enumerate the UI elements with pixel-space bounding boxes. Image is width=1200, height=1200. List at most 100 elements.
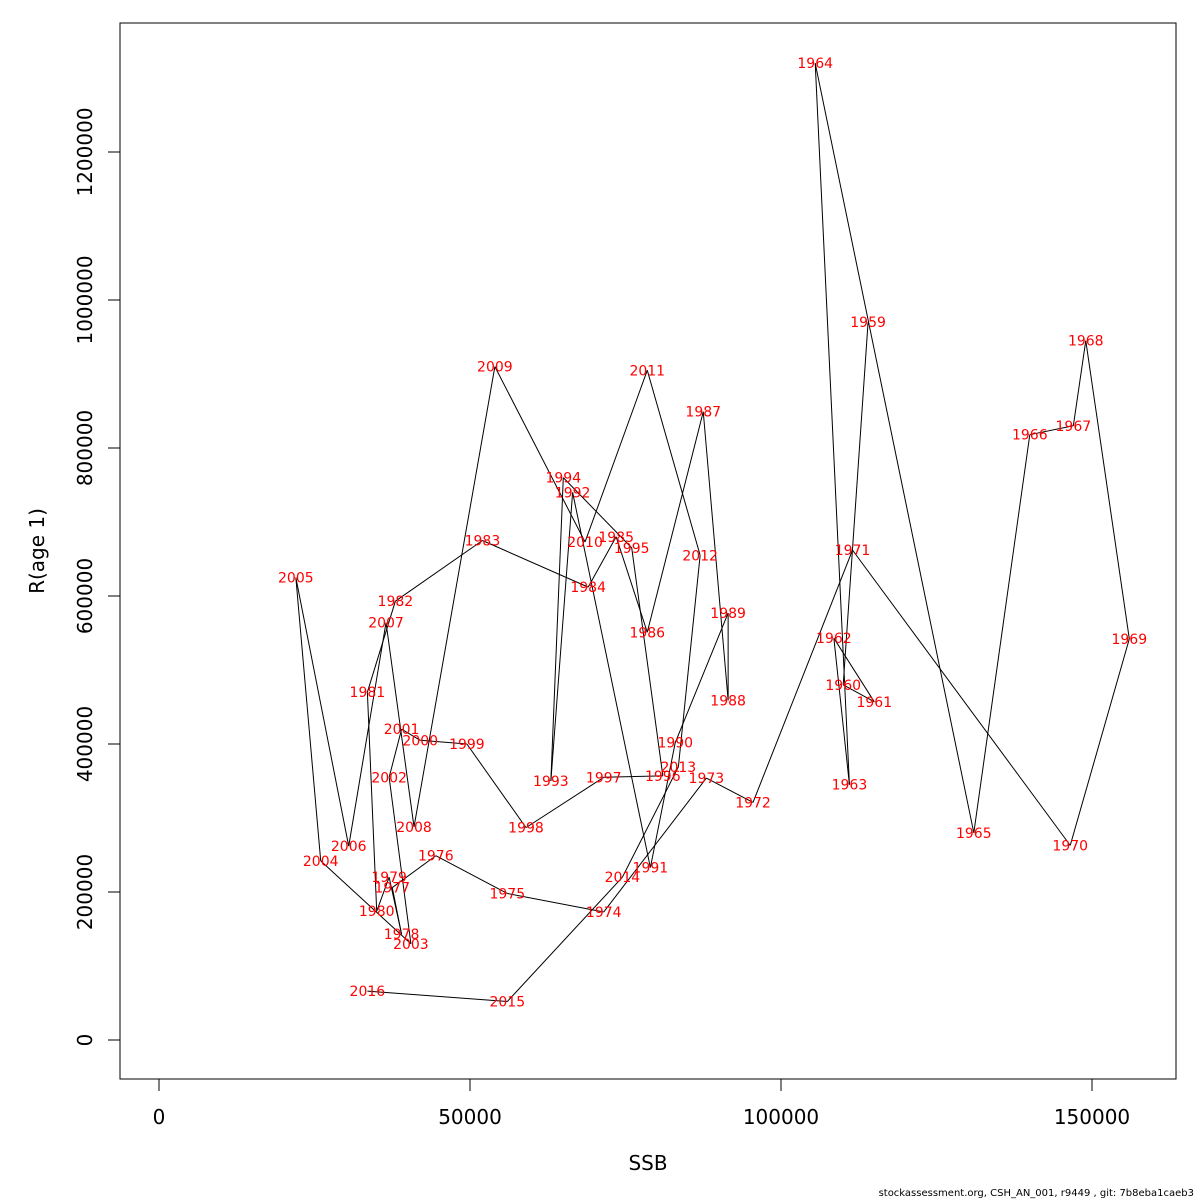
y-tick-label: 200000 [73, 854, 97, 930]
point-label-1964: 1964 [797, 56, 833, 72]
y-tick-label: 1200000 [73, 107, 97, 196]
segment-2014-2015 [506, 876, 623, 1002]
point-label-2009: 2009 [477, 360, 513, 376]
point-label-1988: 1988 [710, 693, 746, 709]
segment-2006-2007 [348, 622, 387, 847]
point-label-1962: 1962 [816, 631, 852, 647]
point-label-2004: 2004 [303, 854, 339, 870]
segment-1982-1983 [395, 540, 483, 602]
point-label-1987: 1987 [685, 405, 721, 421]
segment-1987-1988 [702, 411, 729, 701]
point-label-2013: 2013 [661, 760, 697, 776]
point-label-1959: 1959 [850, 315, 886, 331]
x-tick-label: 150000 [1054, 1105, 1130, 1129]
segment-1984-1985 [587, 536, 617, 588]
y-tick-label: 0 [73, 1034, 97, 1047]
segment-1971-1972 [752, 549, 853, 803]
segment-1993-1994 [550, 477, 564, 782]
segment-2015-2016 [367, 990, 508, 1003]
segment-1979-1980 [376, 877, 390, 912]
segment-1985-1986 [615, 536, 648, 633]
point-label-2012: 2012 [682, 548, 718, 564]
point-label-1970: 1970 [1052, 838, 1088, 854]
segment-1961-1962 [833, 637, 875, 703]
segment-1972-1973 [706, 777, 754, 803]
segment-2010-2011 [584, 370, 648, 543]
point-label-1963: 1963 [832, 778, 868, 794]
point-label-2011: 2011 [629, 363, 665, 379]
point-label-1992: 1992 [555, 485, 591, 501]
segment-1996-1997 [603, 775, 663, 778]
segment-1999-2000 [420, 739, 467, 745]
point-label-2003: 2003 [393, 937, 429, 953]
point-label-1981: 1981 [350, 685, 386, 701]
segment-1990-1991 [649, 742, 676, 868]
segment-1965-1966 [973, 434, 1031, 833]
segment-2007-2008 [385, 622, 415, 827]
segment-1963-1964 [814, 63, 850, 785]
point-label-2007: 2007 [368, 616, 404, 632]
point-label-1974: 1974 [586, 905, 622, 921]
segment-1992-1993 [550, 492, 574, 782]
point-label-2014: 2014 [605, 870, 641, 886]
point-label-2005: 2005 [278, 571, 314, 587]
point-label-1993: 1993 [533, 774, 569, 790]
point-label-2016: 2016 [350, 984, 386, 1000]
point-label-2002: 2002 [371, 770, 407, 786]
point-label-1999: 1999 [449, 737, 485, 753]
footer-credit: stockassessment.org, CSH_AN_001, r9449 ,… [878, 1188, 1194, 1199]
point-label-1966: 1966 [1012, 428, 1048, 444]
x-tick-label: 100000 [743, 1105, 819, 1129]
x-axis: 0 50000 100000 150000 [153, 1078, 1130, 1129]
segment-2005-2006 [295, 577, 350, 847]
point-label-1983: 1983 [465, 534, 501, 550]
segment-1969-1970 [1069, 638, 1130, 846]
y-axis-title: R(age 1) [25, 508, 49, 594]
segment-1968-1969 [1085, 340, 1130, 639]
segment-1960-1961 [842, 684, 875, 703]
point-label-1991: 1991 [633, 861, 669, 877]
point-label-2001: 2001 [384, 722, 420, 738]
y-tick-label: 600000 [73, 558, 97, 634]
point-label-1984: 1984 [570, 580, 606, 596]
point-label-1996: 1996 [645, 769, 681, 785]
point-label-1986: 1986 [629, 625, 665, 641]
segment-2013-2014 [621, 766, 679, 878]
point-label-1968: 1968 [1068, 334, 1104, 350]
segment-1980-1981 [366, 692, 378, 912]
segment-2009-2010 [494, 366, 586, 543]
x-tick-label: 0 [153, 1105, 166, 1129]
segment-1986-1987 [646, 411, 704, 633]
segment-1970-1971 [852, 549, 1071, 846]
segment-2000-2001 [401, 728, 421, 741]
segment-1995-1996 [631, 547, 664, 776]
segment-2011-2012 [646, 370, 701, 556]
point-label-1995: 1995 [614, 541, 650, 557]
segment-1964-1965 [814, 63, 975, 833]
point-label-1977: 1977 [374, 881, 410, 897]
point-label-2008: 2008 [396, 820, 432, 836]
point-label-1997: 1997 [586, 770, 622, 786]
segment-1976-1977 [391, 855, 437, 888]
point-label-1973: 1973 [689, 771, 725, 787]
point-label-1979: 1979 [371, 870, 407, 886]
point-label-1998: 1998 [508, 821, 544, 837]
point-label-1989: 1989 [710, 606, 746, 622]
point-label-1994: 1994 [545, 471, 581, 487]
x-tick-label: 50000 [438, 1105, 502, 1129]
y-tick-label: 1000000 [73, 255, 97, 344]
segment-1959-1960 [842, 322, 869, 685]
point-label-1975: 1975 [489, 886, 525, 902]
segment-1981-1982 [366, 601, 396, 693]
point-label-1961: 1961 [856, 695, 892, 711]
segment-1989-1990 [674, 612, 729, 743]
segment-2001-2002 [388, 729, 403, 778]
segment-1994-1995 [562, 477, 633, 549]
segment-1975-1976 [435, 855, 508, 894]
y-tick-label: 400000 [73, 706, 97, 782]
segment-2003-2004 [320, 860, 412, 945]
point-label-1969: 1969 [1111, 632, 1147, 648]
point-label-1965: 1965 [956, 826, 992, 842]
